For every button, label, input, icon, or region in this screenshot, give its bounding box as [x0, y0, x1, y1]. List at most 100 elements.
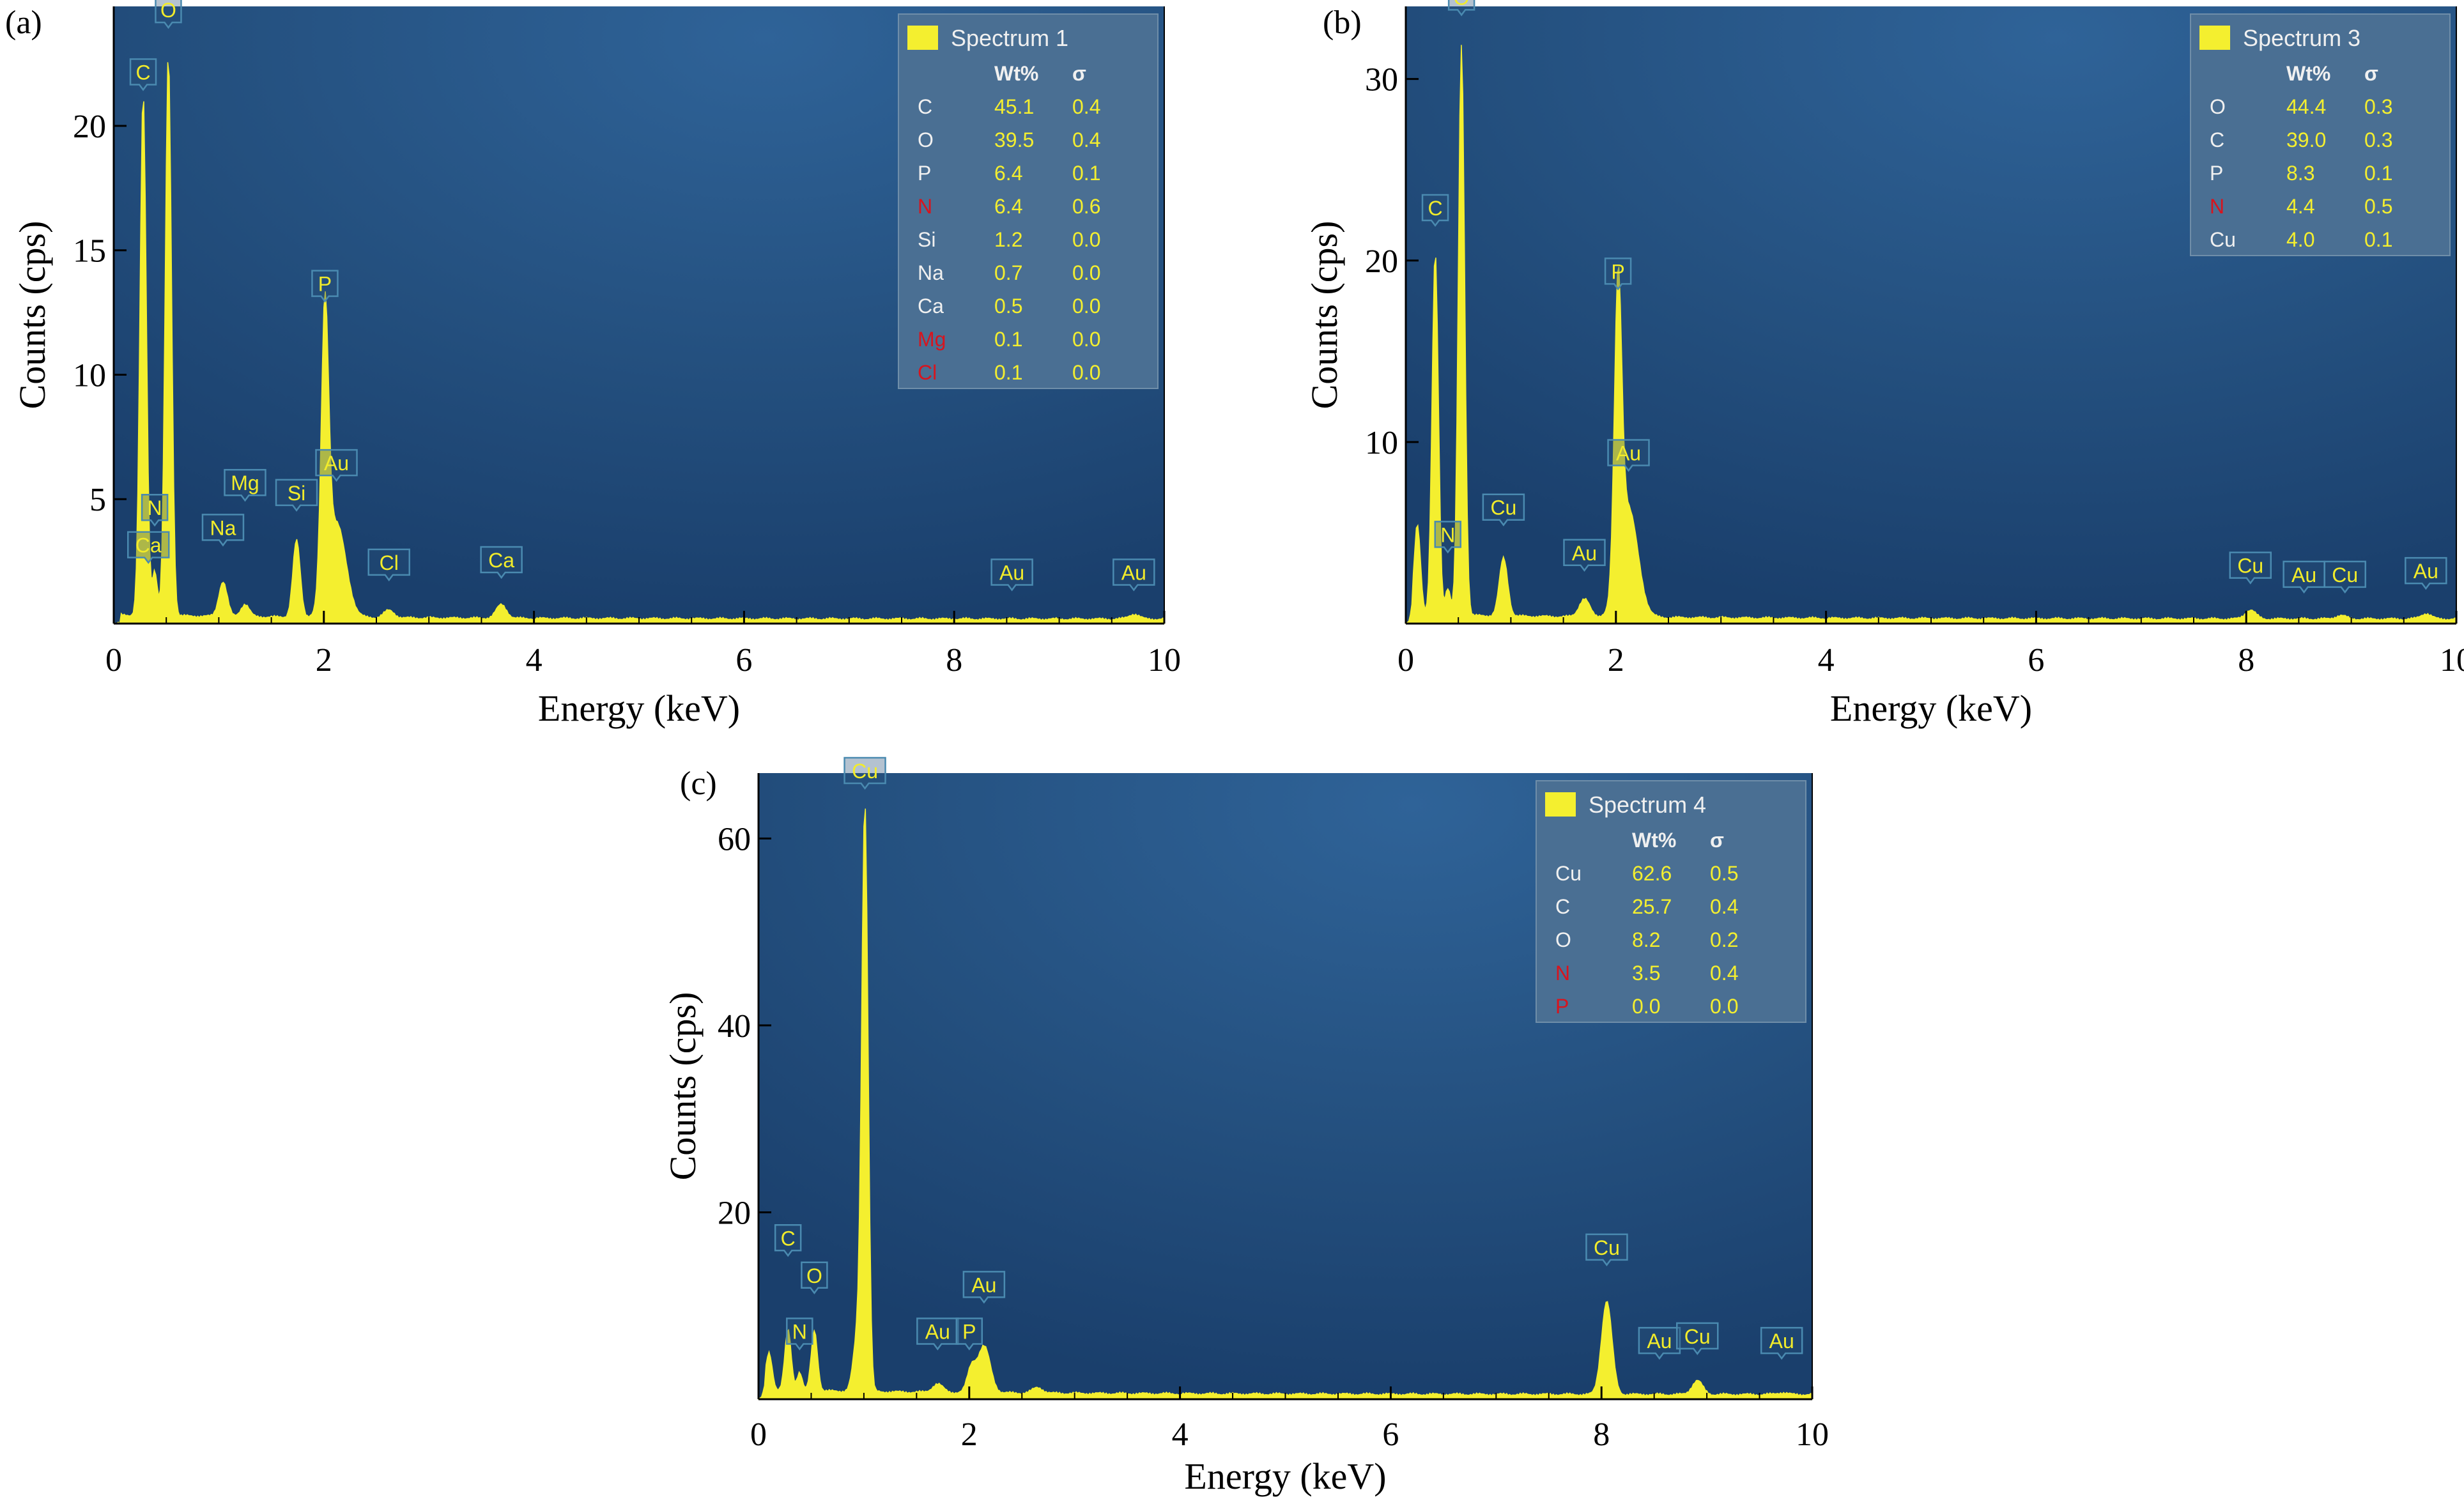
legend-box: Spectrum 4 Wt% σ Cu 62.6 0.5 C 25.7 0.4 O 8.2 0.2 N 3…	[1536, 780, 1806, 1023]
spectrum-area	[1405, 45, 2457, 624]
legend-sigma-value: 0.0	[1072, 328, 1100, 351]
peak-label-text: Au	[1647, 1330, 1672, 1353]
peak-label-text: Mg	[231, 472, 259, 495]
legend-sigma-value: 0.1	[2364, 228, 2392, 251]
peak-label: Cu	[843, 756, 886, 790]
peak-label: Si	[275, 479, 318, 512]
legend-header-wt: Wt%	[2286, 62, 2330, 85]
x-axis-label: Energy (keV)	[1184, 1455, 1386, 1497]
legend-row: P 0.0 0.0	[1555, 995, 1738, 1018]
peak-label-text: Na	[210, 516, 236, 539]
legend-header-wt: Wt%	[1632, 829, 1676, 852]
eds-panel: (b) 0 2 4 6 8 10 10 20 30 Energy (keV) Counts (cps)…	[1304, 0, 2464, 729]
legend-sigma-value: 0.1	[2364, 162, 2392, 185]
x-tick-label: 0	[750, 1416, 767, 1453]
legend-wt-value: 45.1	[994, 95, 1034, 118]
peak-label: Au	[1563, 539, 1606, 572]
legend-wt-value: 6.4	[994, 162, 1022, 185]
legend-row: C 39.0 0.3	[2210, 128, 2392, 151]
peak-label-text: Cu	[1490, 496, 1516, 519]
x-tick-label: 6	[1382, 1416, 1399, 1453]
peak-label-marker	[1421, 194, 1449, 227]
legend-sigma-value: 0.2	[1710, 928, 1738, 951]
legend-row: P 8.3 0.1	[2210, 162, 2392, 185]
legend-box: Spectrum 1 Wt% σ C 45.1 0.4 O 39.5 0.4 P 6.4 0.1 N 6.…	[898, 13, 1159, 389]
legend-row: Mg 0.1 0.0	[918, 328, 1100, 351]
legend-title: Spectrum 4	[1589, 792, 1706, 818]
peak-label-marker	[843, 756, 886, 790]
legend-wt-value: 44.4	[2286, 95, 2326, 118]
legend-row: O 8.2 0.2	[1555, 928, 1738, 951]
peak-label-text: O	[160, 0, 176, 22]
legend-wt-value: 6.4	[994, 195, 1022, 218]
peak-label-marker	[1585, 1233, 1628, 1266]
legend-wt-value: 8.3	[2286, 162, 2314, 185]
peak-label-text: N	[792, 1321, 807, 1344]
legend-row: N 3.5 0.4	[1555, 962, 1738, 985]
peak-label-marker	[275, 479, 318, 512]
peak-label: P	[955, 1317, 983, 1351]
legend-wt-value: 3.5	[1632, 962, 1660, 985]
legend-sigma-value: 0.4	[1072, 95, 1100, 118]
legend-wt-value: 39.5	[994, 128, 1034, 151]
legend-element: N	[918, 195, 932, 218]
legend-row: C 45.1 0.4	[918, 95, 1100, 118]
y-tick-label: 30	[1365, 62, 1398, 98]
legend-element: Cu	[2210, 228, 2236, 251]
peak-label-text: Au	[2414, 560, 2438, 583]
peak-label-marker	[1607, 439, 1650, 472]
legend-row: Cl 0.1 0.0	[918, 361, 1100, 384]
peak-label-text: Cu	[852, 760, 878, 783]
legend-wt-value: 0.1	[994, 361, 1022, 384]
peak-label: Au	[1760, 1326, 1803, 1360]
legend-row: Si 1.2 0.0	[918, 228, 1100, 251]
peak-label: Cu	[1585, 1233, 1628, 1266]
legend-element: Si	[918, 228, 936, 251]
legend-row: Cu 4.0 0.1	[2210, 228, 2392, 251]
peak-label-marker	[367, 548, 410, 581]
legend-sigma-value: 0.0	[1710, 995, 1738, 1018]
legend-header-sigma: σ	[2364, 62, 2378, 85]
legend-row: Na 0.7 0.0	[918, 261, 1100, 284]
legend-wt-value: 25.7	[1632, 895, 1672, 918]
legend-row: N 6.4 0.6	[918, 195, 1100, 218]
peak-label: Au	[2405, 556, 2447, 590]
peak-label: Au	[990, 558, 1033, 592]
x-tick-label: 4	[1818, 642, 1835, 679]
eds-panel: (c) 0 2 4 6 8 10 20 40 60 Energy (keV) Counts (cps)…	[662, 756, 1829, 1497]
y-axis-label: Counts (cps)	[12, 221, 53, 410]
peak-label: N	[141, 493, 169, 527]
peak-label: Au	[315, 449, 358, 482]
x-tick-label: 6	[735, 642, 752, 679]
peak-label-text: C	[1428, 197, 1442, 220]
peak-label: Au	[1638, 1326, 1681, 1360]
peak-label-text: Au	[324, 452, 349, 475]
legend-wt-value: 0.0	[1632, 995, 1660, 1018]
peak-label: Cu	[1676, 1322, 1719, 1355]
peak-label: Au	[1113, 558, 1155, 592]
peak-label-text: N	[148, 496, 162, 519]
x-tick-label: 10	[1796, 1416, 1829, 1453]
peak-label-text: Au	[1572, 542, 1597, 565]
x-tick-label: 8	[2238, 642, 2254, 679]
x-tick-label: 10	[1148, 642, 1181, 679]
legend-box: Spectrum 3 Wt% σ O 44.4 0.3 C 39.0 0.3 P 8.3 0.1 N 4.…	[2190, 13, 2451, 256]
legend-element: O	[918, 128, 934, 151]
x-tick-label: 4	[1172, 1416, 1189, 1453]
peak-label-marker	[315, 449, 358, 482]
y-tick-label: 20	[73, 109, 106, 145]
peak-label: O	[1447, 0, 1475, 17]
peak-label: C	[129, 58, 157, 91]
legend-swatch	[2199, 26, 2230, 50]
peak-label-text: P	[1611, 260, 1624, 283]
peak-label-marker	[2405, 556, 2447, 590]
peak-label-marker	[1447, 0, 1475, 17]
peak-label-text: Cu	[1684, 1325, 1711, 1348]
peak-label: O	[155, 0, 182, 29]
legend-wt-value: 4.4	[2286, 195, 2314, 218]
peak-label-marker	[1638, 1326, 1681, 1360]
spectrum-area	[758, 808, 1813, 1400]
peak-label: Au	[916, 1317, 959, 1351]
peak-label-marker	[955, 1317, 983, 1351]
